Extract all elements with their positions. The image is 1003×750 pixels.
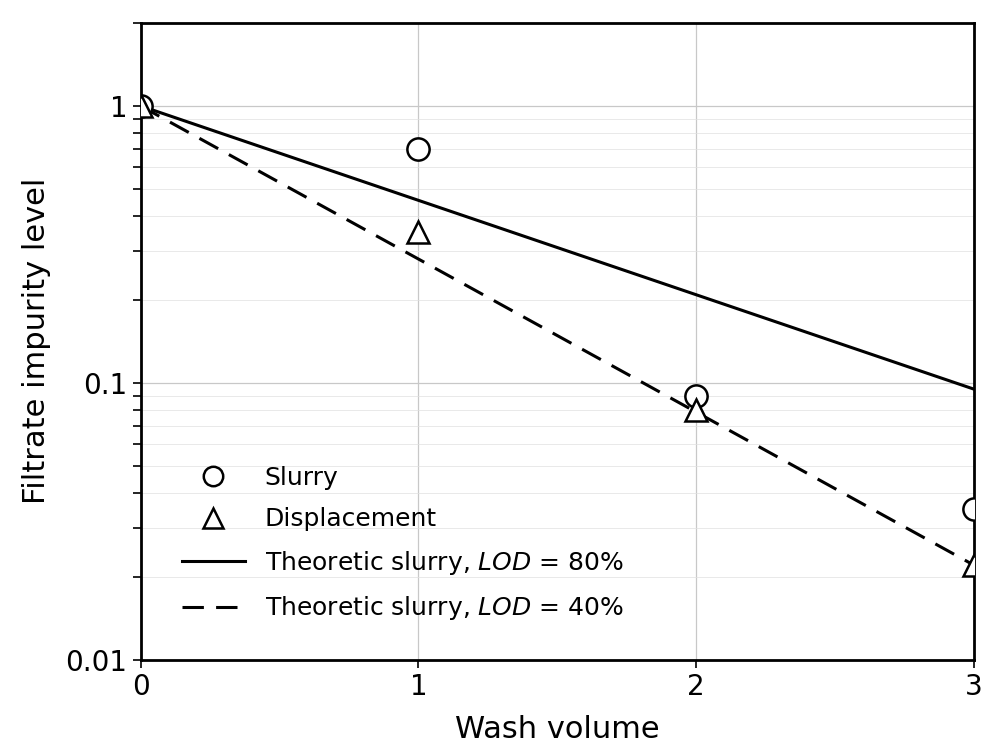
- Legend: Slurry, Displacement, Theoretic slurry, $\mathit{LOD}$ = 80%, Theoretic slurry, : Slurry, Displacement, Theoretic slurry, …: [170, 453, 636, 634]
- Y-axis label: Filtrate impurity level: Filtrate impurity level: [22, 178, 51, 505]
- X-axis label: Wash volume: Wash volume: [454, 715, 659, 744]
